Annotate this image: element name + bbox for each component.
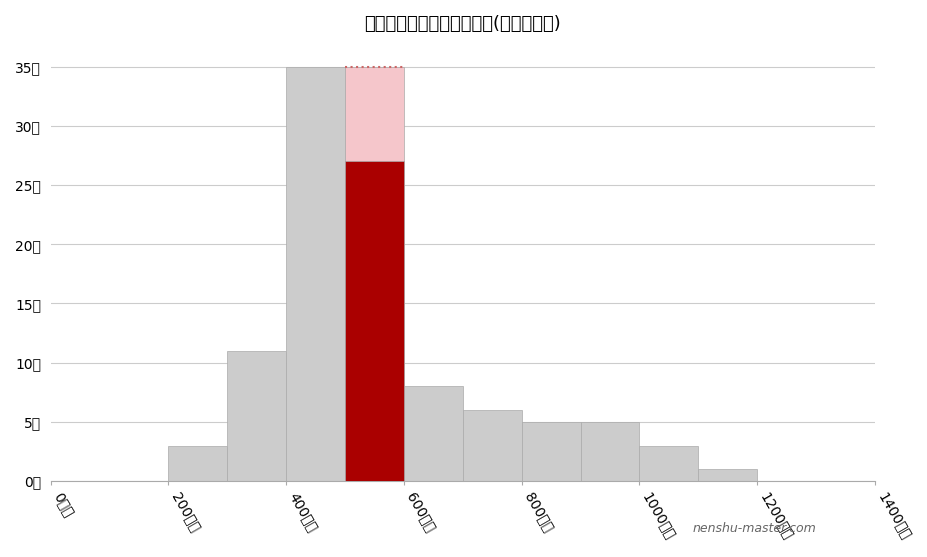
Bar	[521, 422, 580, 481]
Bar	[403, 387, 463, 481]
Bar	[639, 446, 698, 481]
Bar	[345, 162, 403, 481]
Text: nenshu-master.com: nenshu-master.com	[692, 522, 816, 535]
Bar	[698, 469, 756, 481]
Bar	[227, 351, 286, 481]
Bar	[463, 410, 521, 481]
Bar	[286, 67, 345, 481]
Bar	[169, 446, 227, 481]
Bar	[345, 67, 403, 481]
Bar	[580, 422, 639, 481]
Title: 岡山製紙の年収ポジション(中国地方内): 岡山製紙の年収ポジション(中国地方内)	[364, 15, 561, 33]
